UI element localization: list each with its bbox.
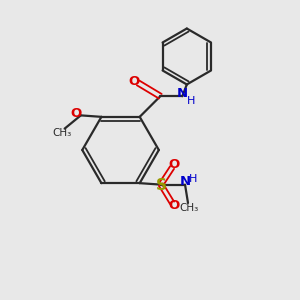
Text: CH₃: CH₃ (52, 128, 71, 138)
Text: O: O (71, 107, 82, 120)
Text: O: O (169, 158, 180, 171)
Text: H: H (186, 96, 195, 106)
Text: O: O (128, 75, 140, 88)
Text: N: N (177, 87, 188, 100)
Text: N: N (179, 175, 191, 188)
Text: CH₃: CH₃ (180, 203, 199, 213)
Text: S: S (156, 178, 167, 193)
Text: H: H (189, 174, 197, 184)
Text: O: O (169, 199, 180, 212)
